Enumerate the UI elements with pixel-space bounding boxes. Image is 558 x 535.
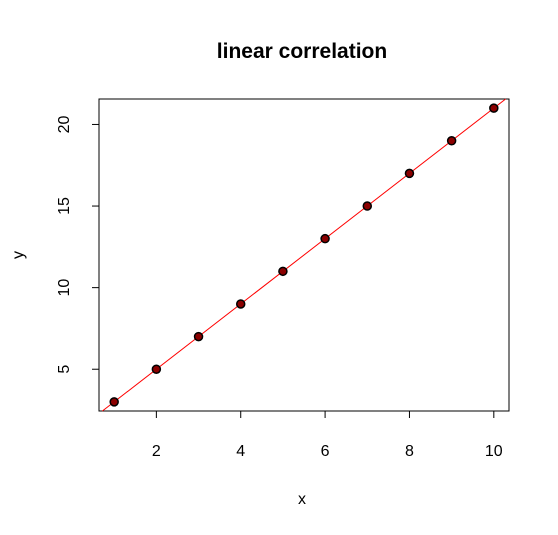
data-point bbox=[489, 103, 499, 113]
data-point bbox=[278, 266, 288, 277]
x-tick-label: 2 bbox=[152, 443, 161, 460]
chart-title: linear correlation bbox=[217, 40, 387, 63]
x-tick-label: 10 bbox=[485, 443, 503, 460]
x-axis-label: x bbox=[298, 491, 306, 508]
data-points bbox=[109, 103, 499, 407]
y-tick-label: 15 bbox=[56, 197, 73, 215]
data-point bbox=[320, 233, 330, 244]
x-axis: 2 4 6 8 10 bbox=[152, 410, 503, 460]
data-point bbox=[235, 299, 246, 309]
x-tick-label: 6 bbox=[321, 443, 330, 460]
data-point bbox=[151, 364, 162, 374]
regression-line bbox=[102, 98, 506, 412]
data-point bbox=[362, 201, 373, 211]
data-point bbox=[404, 168, 415, 179]
y-axis: 5 10 15 20 bbox=[56, 115, 100, 374]
data-point bbox=[446, 136, 457, 146]
data-point bbox=[193, 331, 204, 342]
y-tick-label: 5 bbox=[56, 365, 73, 374]
y-tick-label: 20 bbox=[56, 115, 73, 133]
data-point bbox=[109, 397, 119, 407]
x-tick-label: 4 bbox=[236, 443, 245, 460]
regression-line-group bbox=[102, 98, 506, 412]
y-axis-label: y bbox=[10, 251, 27, 259]
x-tick-label: 8 bbox=[405, 443, 414, 460]
y-tick-label: 10 bbox=[56, 279, 73, 297]
